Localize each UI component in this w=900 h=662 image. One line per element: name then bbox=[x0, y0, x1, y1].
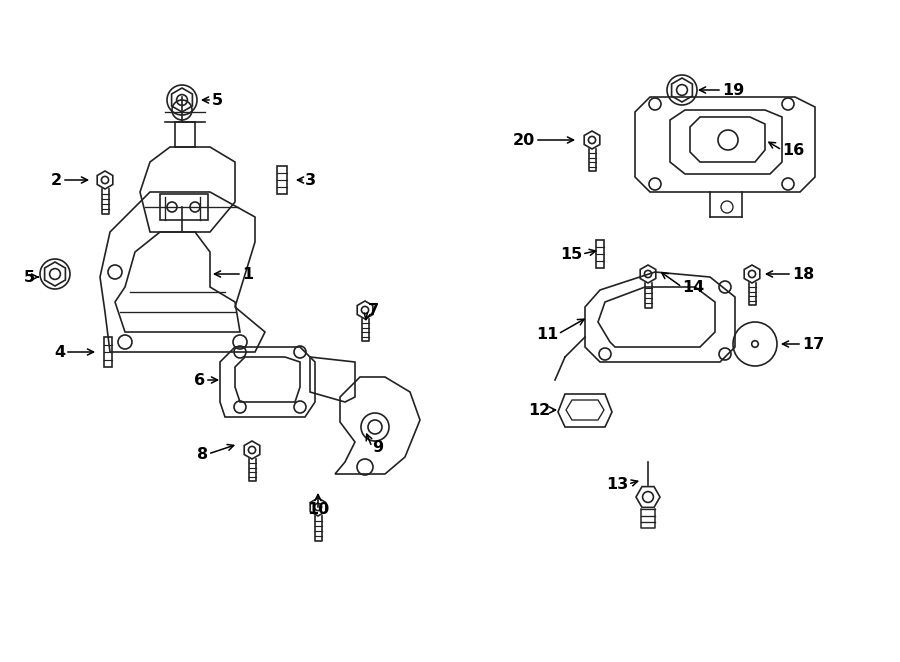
Text: 15: 15 bbox=[560, 246, 582, 261]
Text: 9: 9 bbox=[372, 440, 383, 455]
Text: 20: 20 bbox=[513, 132, 535, 148]
Text: 5: 5 bbox=[212, 93, 223, 107]
Text: 13: 13 bbox=[606, 477, 628, 491]
Text: 4: 4 bbox=[54, 344, 65, 359]
Text: 8: 8 bbox=[197, 446, 208, 461]
Bar bbox=[596, 240, 604, 268]
Text: 3: 3 bbox=[305, 173, 316, 187]
Bar bbox=[277, 166, 287, 194]
Text: 11: 11 bbox=[536, 326, 558, 342]
Text: 18: 18 bbox=[792, 267, 814, 281]
Text: 7: 7 bbox=[368, 303, 379, 318]
Text: 1: 1 bbox=[242, 267, 253, 281]
Bar bbox=[104, 337, 112, 367]
Text: 14: 14 bbox=[682, 279, 704, 295]
Text: 16: 16 bbox=[782, 142, 805, 158]
Text: 17: 17 bbox=[802, 336, 824, 352]
Text: 6: 6 bbox=[194, 373, 205, 387]
Text: 19: 19 bbox=[722, 83, 744, 97]
Text: 10: 10 bbox=[307, 502, 329, 518]
Text: 2: 2 bbox=[51, 173, 62, 187]
Text: 5: 5 bbox=[24, 269, 35, 285]
Text: 12: 12 bbox=[527, 402, 550, 418]
